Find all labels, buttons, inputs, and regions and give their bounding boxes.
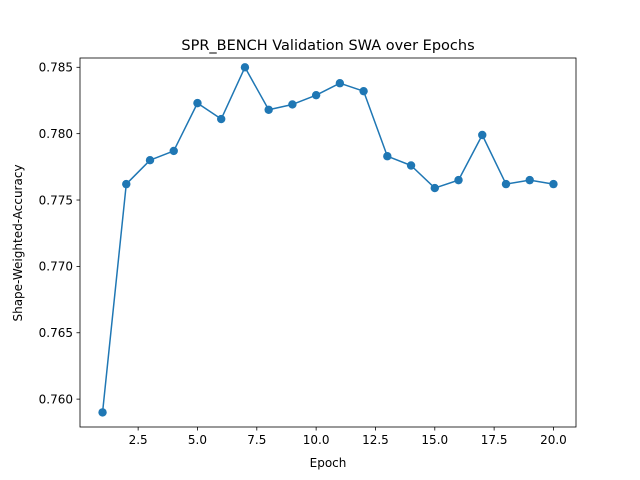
data-point <box>122 179 131 189</box>
data-point <box>406 161 416 170</box>
x-tick-label: 20.0 <box>540 433 567 447</box>
y-tick-label: 0.775 <box>39 193 73 207</box>
x-tick-label: 17.5 <box>481 433 508 447</box>
data-point <box>478 130 487 140</box>
data-point <box>359 86 368 96</box>
x-tick-label: 10.0 <box>303 433 330 447</box>
x-tick-label: 5.0 <box>188 433 207 447</box>
series-line <box>101 66 554 413</box>
y-tick-label: 0.780 <box>39 127 73 141</box>
data-point <box>145 156 155 165</box>
x-tick-label: 7.5 <box>247 433 266 447</box>
x-tick-label: 12.5 <box>362 433 389 447</box>
data-point <box>525 175 534 185</box>
data-point <box>217 114 226 124</box>
data-point <box>288 100 297 109</box>
data-point <box>549 179 558 189</box>
data-point <box>311 90 321 100</box>
data-point <box>430 183 439 193</box>
y-tick-label: 0.765 <box>39 326 73 340</box>
data-point <box>169 146 178 156</box>
axes-frame <box>79 57 577 428</box>
y-tick-label: 0.770 <box>39 260 73 274</box>
data-point <box>240 63 250 72</box>
data-point <box>264 105 273 114</box>
plot-area: 2.5 5.0 7.5 10.0 12.5 15.0 17.5 20.0 0.760 0.765 0… <box>39 57 577 447</box>
data-point <box>501 179 511 189</box>
data-point <box>454 175 463 185</box>
data-point <box>98 408 107 417</box>
data-point <box>335 79 345 88</box>
x-tick-label: 15.0 <box>421 433 448 447</box>
y-axis-label: Shape-Weighted-Accuracy <box>11 164 25 321</box>
data-point <box>383 152 392 161</box>
y-tick-label: 0.760 <box>39 392 73 406</box>
y-tick-label: 0.785 <box>39 61 73 75</box>
chart-title: SPR_BENCH Validation SWA over Epochs <box>181 38 474 54</box>
x-axis-label: Epoch <box>310 456 347 470</box>
data-point <box>193 98 202 108</box>
x-tick-label: 2.5 <box>129 433 148 447</box>
